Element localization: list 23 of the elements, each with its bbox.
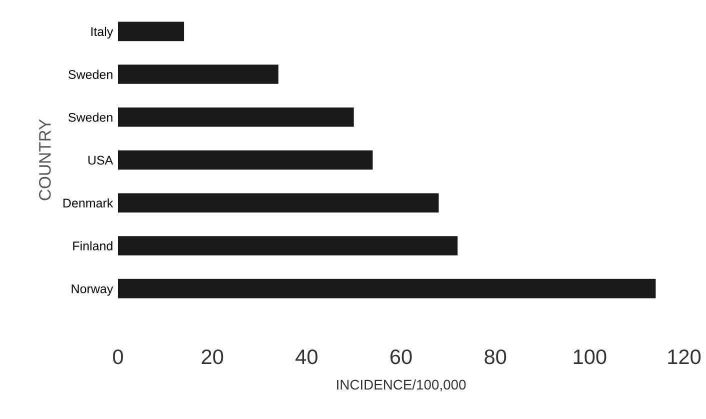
x-axis-title: INCIDENCE/100,000 bbox=[337, 379, 466, 392]
x-tick-label: 40 bbox=[296, 349, 318, 364]
y-tick-label: Finland bbox=[73, 241, 112, 250]
bar bbox=[118, 193, 439, 212]
y-tick-label: Norway bbox=[72, 284, 114, 296]
x-tick-label: 0 bbox=[113, 349, 123, 364]
bar bbox=[118, 22, 184, 42]
y-tick-label: Sweden bbox=[68, 70, 112, 79]
x-tick-label: 20 bbox=[202, 349, 224, 364]
bar bbox=[118, 64, 278, 84]
y-axis-title: COUNTRY bbox=[39, 119, 51, 200]
y-tick-label: Italy bbox=[91, 26, 114, 39]
bar bbox=[118, 278, 656, 298]
x-tick-label: 80 bbox=[484, 349, 506, 364]
y-tick-label: USA bbox=[88, 156, 114, 165]
bar bbox=[118, 150, 373, 170]
bar bbox=[118, 236, 458, 256]
bar bbox=[118, 108, 354, 127]
y-tick-label: Sweden bbox=[68, 112, 112, 122]
x-tick-label: 100 bbox=[574, 349, 606, 364]
y-tick-label: Denmark bbox=[63, 198, 114, 208]
x-tick-label: 60 bbox=[390, 349, 412, 364]
x-tick-label: 120 bbox=[668, 349, 701, 364]
